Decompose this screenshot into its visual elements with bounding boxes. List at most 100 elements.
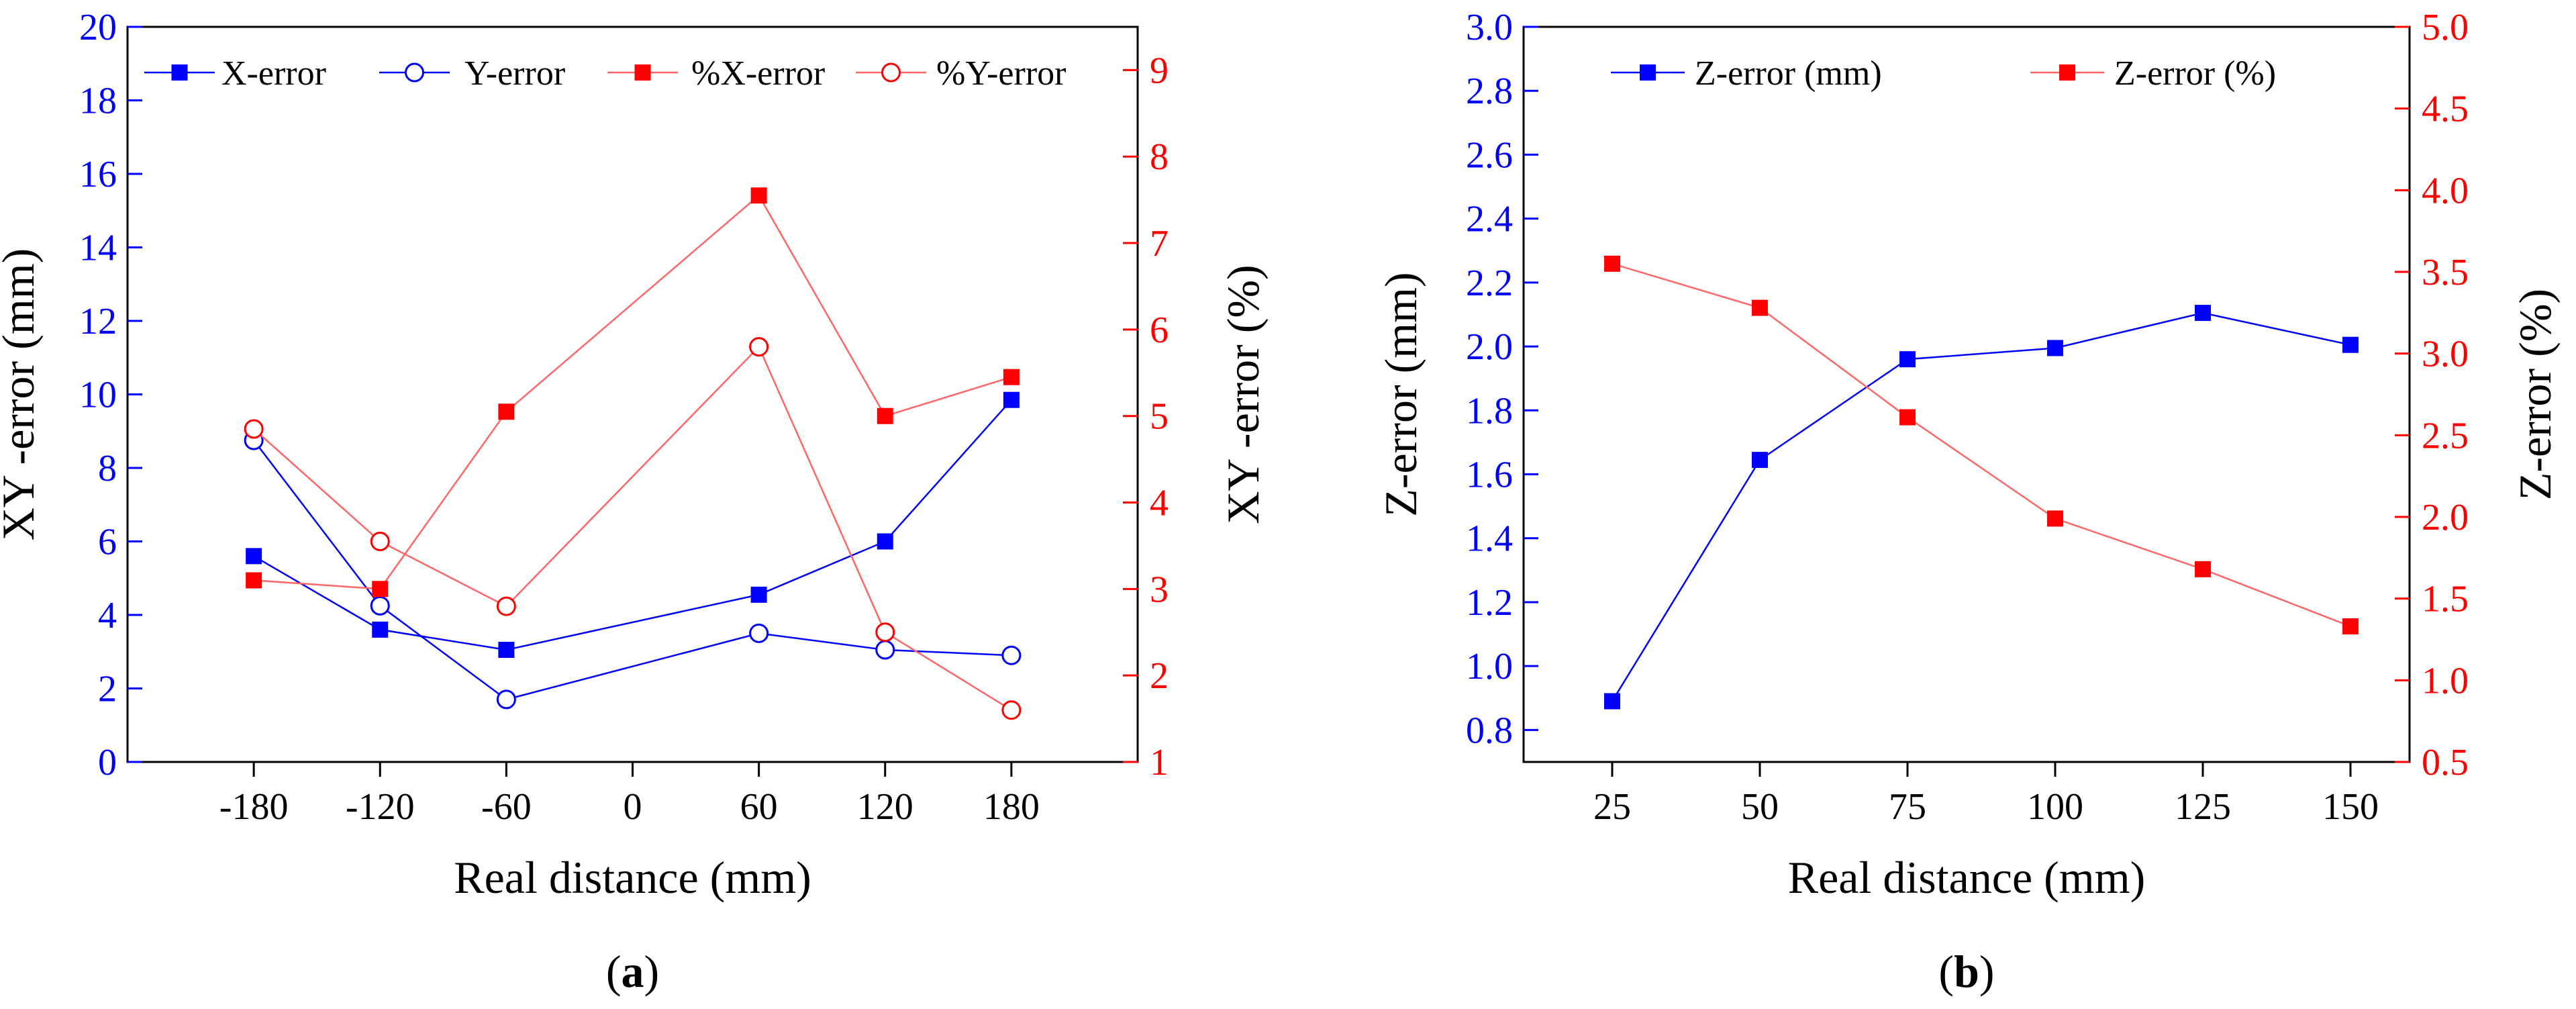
legend-entry: Z-error (%) (2030, 54, 2276, 93)
y-tick-label: 0.8 (1466, 710, 1513, 751)
y-tick-label: 2.6 (1466, 134, 1513, 176)
y2-tick-label: 3 (1150, 569, 1169, 610)
y2-tick-label: 0.5 (2422, 742, 2469, 783)
y-tick-label: 2.0 (1466, 326, 1513, 368)
y-tick-label: 1.6 (1466, 454, 1513, 496)
legend-marker (405, 62, 424, 83)
series-line (1611, 311, 2351, 702)
y-tick-label: 1.2 (1466, 582, 1513, 624)
data-point (370, 532, 390, 551)
legend-entry: Z-error (mm) (1611, 54, 1882, 93)
x-tick-label: 125 (2175, 786, 2231, 828)
data-point (2195, 561, 2211, 577)
y2-tick-label: 4.5 (2422, 89, 2469, 130)
series-line (253, 345, 1012, 711)
data-point (877, 533, 893, 550)
plot-frame (1522, 26, 2411, 763)
data-point (750, 586, 767, 603)
y2-tick-label: 7 (1150, 223, 1169, 265)
x-tick-label: 0 (624, 786, 642, 828)
x-tick-label: -120 (346, 786, 415, 828)
y2-tick-label: 3.5 (2422, 252, 2469, 293)
data-point (1604, 693, 1620, 710)
data-point (372, 621, 389, 638)
plot-frame (126, 26, 1139, 763)
legend-label: Z-error (mm) (1695, 54, 1882, 93)
y-tick-label: 12 (79, 301, 117, 342)
panel-label: (a) (606, 946, 659, 997)
y2-tick-label: 8 (1150, 136, 1169, 178)
x-tick-label: -180 (219, 786, 289, 828)
y-tick-label: 10 (79, 375, 117, 416)
y-tick-label: 2.8 (1466, 70, 1513, 112)
legend-label: X-error (221, 54, 326, 93)
y2-tick-label: 4.0 (2422, 170, 2469, 211)
legend: Z-error (mm) Z-error (%) (1611, 54, 2276, 93)
y2-tick-label: 1.5 (2422, 579, 2469, 620)
legend-marker (1640, 64, 1656, 81)
data-point (875, 622, 895, 642)
data-point (1752, 299, 1768, 316)
data-point (244, 419, 264, 439)
legend-entry: X-error (144, 54, 326, 93)
series-line (253, 440, 1011, 701)
data-point (372, 581, 389, 597)
data-point (1001, 700, 1022, 720)
chart-panel-b: 0.8 1.0 1.2 1.4 1.6 1.8 2.0 2.2 2.4 2.6 2.8 3.0 0.5 1… (1375, 7, 2561, 997)
y2-tick-label: 2.5 (2422, 415, 2469, 457)
x-tick-label: 100 (2027, 786, 2083, 828)
y-tick-label: 1.4 (1466, 518, 1513, 560)
legend-label: %Y-error (936, 54, 1066, 93)
series--y-error (244, 337, 1022, 720)
legend-label: %X-error (691, 54, 825, 93)
y2-tick-label: 6 (1150, 309, 1169, 351)
y-tick-label: 2.4 (1466, 199, 1513, 240)
series--x-error (246, 187, 1020, 597)
series-line (1612, 262, 2351, 628)
data-point (2342, 618, 2359, 635)
y-tick-label: 18 (79, 81, 117, 122)
y-tick-label: 8 (98, 448, 117, 489)
series-z-error- (1604, 255, 2359, 635)
y2-tick-label: 2 (1150, 655, 1169, 697)
x-tick-label: 50 (1741, 786, 1779, 828)
data-point (1752, 452, 1768, 469)
y2-tick-label: 3.0 (2422, 334, 2469, 375)
y2-axis-title: XY -error (%) (1218, 265, 1269, 524)
y2-tick-label: 2.0 (2422, 497, 2469, 538)
legend-marker (881, 62, 901, 83)
data-point (2047, 340, 2063, 356)
series-x-error (246, 391, 1020, 659)
series-y-error (244, 430, 1022, 710)
y-tick-label: 0 (98, 742, 117, 783)
y2-tick-label: 9 (1150, 50, 1169, 91)
data-point (246, 572, 262, 589)
y2-tick-label: 5 (1150, 396, 1169, 438)
data-point (749, 623, 769, 643)
data-point (498, 642, 515, 659)
y2-tick-label: 1 (1150, 742, 1169, 783)
series-z-error-mm- (1604, 305, 2359, 710)
x-tick-label: 75 (1889, 786, 1926, 828)
y2-tick-label: 5.0 (2422, 7, 2469, 48)
data-point (877, 407, 893, 424)
legend-marker (2059, 64, 2075, 81)
y-tick-label: 14 (79, 228, 117, 269)
data-point (496, 689, 516, 710)
data-point (1899, 351, 1916, 368)
x-tick-label: 180 (983, 786, 1040, 828)
data-point (1003, 369, 1020, 385)
y-tick-label: 4 (98, 595, 117, 636)
panel-label: (b) (1938, 946, 1994, 997)
data-point (246, 548, 262, 565)
y-tick-label: 20 (79, 7, 117, 48)
legend-entry: %Y-error (856, 54, 1066, 93)
y-tick-label: 2 (98, 669, 117, 710)
y2-tick-label: 1.0 (2422, 660, 2469, 702)
data-point (875, 640, 895, 660)
x-tick-label: 25 (1593, 786, 1631, 828)
x-axis-title: Real distance (mm) (454, 852, 811, 903)
legend: X-error Y-error %X-error %Y-error (144, 54, 1066, 93)
